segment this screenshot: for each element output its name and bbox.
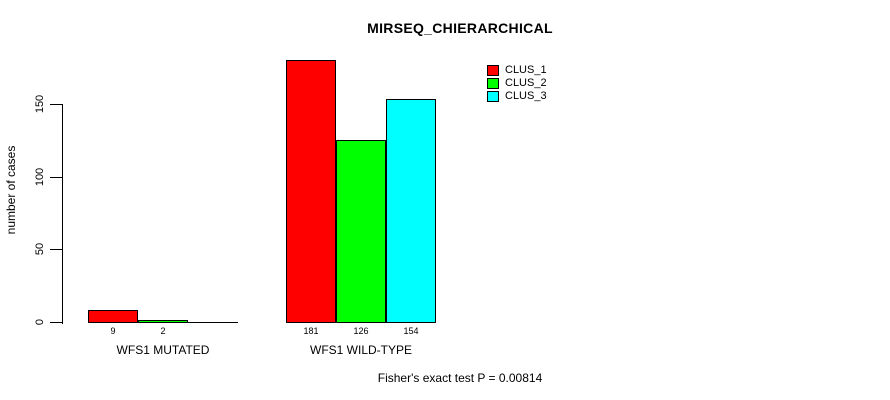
legend-swatch: [487, 90, 499, 102]
bar-clus_2: [336, 140, 386, 323]
legend: CLUS_1 CLUS_2 CLUS_3: [487, 64, 547, 102]
bar-clus_2: [138, 320, 188, 323]
bar-value-label: 154: [403, 326, 419, 336]
y-tick-mark: [50, 104, 63, 105]
category-label: WFS1 WILD-TYPE: [309, 343, 413, 357]
chart-title: MIRSEQ_CHIERARCHICAL: [367, 20, 553, 36]
bar-clus_3: [386, 99, 436, 323]
legend-label: CLUS_2: [505, 77, 547, 89]
bar-value-label: 2: [160, 326, 166, 336]
y-tick-mark: [50, 322, 63, 323]
legend-label: CLUS_3: [505, 90, 547, 102]
legend-swatch: [487, 77, 499, 89]
y-tick-label: 100: [34, 167, 46, 187]
y-tick-label: 50: [34, 242, 46, 256]
annotation-fishers-test: Fisher's exact test P = 0.00814: [377, 371, 543, 385]
legend-label: CLUS_1: [505, 64, 547, 76]
y-tick-mark: [50, 177, 63, 178]
legend-item: CLUS_3: [487, 90, 547, 102]
bar-value-label: 181: [303, 326, 319, 336]
y-tick-label: 150: [34, 94, 46, 114]
bar-clus_1: [88, 310, 138, 323]
legend-item: CLUS_2: [487, 77, 547, 89]
category-label: WFS1 MUTATED: [116, 343, 210, 357]
y-axis-label: number of cases: [4, 145, 18, 235]
legend-swatch: [487, 64, 499, 76]
bar-value-label: 126: [353, 326, 369, 336]
y-tick-label: 0: [34, 318, 46, 326]
legend-item: CLUS_1: [487, 64, 547, 76]
bar-clus_1: [286, 60, 336, 323]
bar-value-label: 9: [110, 326, 116, 336]
y-axis-line: [62, 105, 63, 324]
y-tick-mark: [50, 249, 63, 250]
